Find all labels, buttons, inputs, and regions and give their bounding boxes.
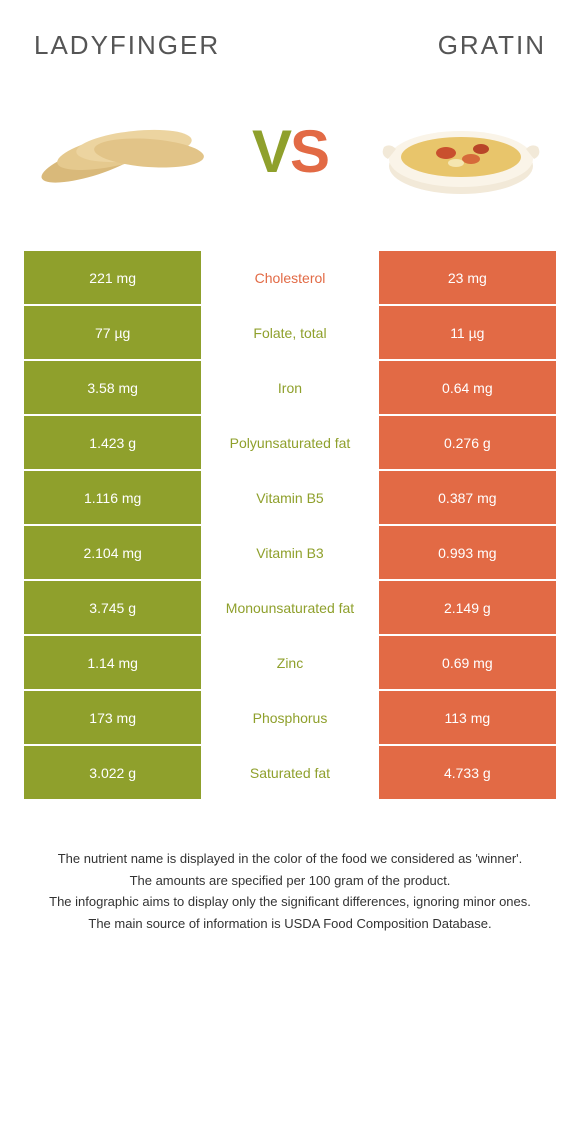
table-row: 77 µgFolate, total11 µg <box>24 306 556 359</box>
cell-nutrient-label: Cholesterol <box>201 251 378 304</box>
cell-nutrient-label: Vitamin B5 <box>201 471 378 524</box>
cell-nutrient-label: Saturated fat <box>201 746 378 799</box>
cell-right-value: 0.276 g <box>379 416 556 469</box>
cell-nutrient-label: Zinc <box>201 636 378 689</box>
cell-right-value: 113 mg <box>379 691 556 744</box>
cell-left-value: 3.745 g <box>24 581 201 634</box>
table-row: 3.022 gSaturated fat4.733 g <box>24 746 556 799</box>
nutrient-table: 221 mgCholesterol23 mg77 µgFolate, total… <box>24 251 556 799</box>
cell-right-value: 2.149 g <box>379 581 556 634</box>
table-row: 1.116 mgVitamin B50.387 mg <box>24 471 556 524</box>
titles-row: Ladyfinger Gratin <box>24 30 556 61</box>
table-row: 173 mgPhosphorus113 mg <box>24 691 556 744</box>
footer-notes: The nutrient name is displayed in the co… <box>24 849 556 933</box>
ladyfinger-image <box>34 91 204 211</box>
cell-right-value: 0.387 mg <box>379 471 556 524</box>
table-row: 1.14 mgZinc0.69 mg <box>24 636 556 689</box>
cell-right-value: 4.733 g <box>379 746 556 799</box>
vs-label: VS <box>252 117 328 186</box>
cell-nutrient-label: Polyunsaturated fat <box>201 416 378 469</box>
footer-line: The main source of information is USDA F… <box>34 914 546 934</box>
cell-left-value: 1.116 mg <box>24 471 201 524</box>
cell-left-value: 77 µg <box>24 306 201 359</box>
vs-s: S <box>290 118 328 185</box>
footer-line: The infographic aims to display only the… <box>34 892 546 912</box>
cell-nutrient-label: Phosphorus <box>201 691 378 744</box>
cell-left-value: 173 mg <box>24 691 201 744</box>
infographic-container: Ladyfinger Gratin VS <box>0 0 580 975</box>
table-row: 2.104 mgVitamin B30.993 mg <box>24 526 556 579</box>
cell-nutrient-label: Iron <box>201 361 378 414</box>
cell-right-value: 11 µg <box>379 306 556 359</box>
cell-nutrient-label: Folate, total <box>201 306 378 359</box>
cell-left-value: 2.104 mg <box>24 526 201 579</box>
cell-left-value: 1.423 g <box>24 416 201 469</box>
cell-right-value: 0.993 mg <box>379 526 556 579</box>
table-row: 3.58 mgIron0.64 mg <box>24 361 556 414</box>
cell-nutrient-label: Monounsaturated fat <box>201 581 378 634</box>
table-row: 221 mgCholesterol23 mg <box>24 251 556 304</box>
cell-left-value: 3.022 g <box>24 746 201 799</box>
footer-line: The amounts are specified per 100 gram o… <box>34 871 546 891</box>
title-left: Ladyfinger <box>34 30 220 61</box>
cell-right-value: 0.69 mg <box>379 636 556 689</box>
table-row: 1.423 gPolyunsaturated fat0.276 g <box>24 416 556 469</box>
cell-left-value: 221 mg <box>24 251 201 304</box>
cell-left-value: 3.58 mg <box>24 361 201 414</box>
cell-nutrient-label: Vitamin B3 <box>201 526 378 579</box>
gratin-image <box>376 91 546 211</box>
cell-right-value: 23 mg <box>379 251 556 304</box>
cell-right-value: 0.64 mg <box>379 361 556 414</box>
table-row: 3.745 gMonounsaturated fat2.149 g <box>24 581 556 634</box>
footer-line: The nutrient name is displayed in the co… <box>34 849 546 869</box>
vs-v: V <box>252 118 290 185</box>
vs-row: VS <box>24 91 556 211</box>
cell-left-value: 1.14 mg <box>24 636 201 689</box>
title-right: Gratin <box>438 30 546 61</box>
